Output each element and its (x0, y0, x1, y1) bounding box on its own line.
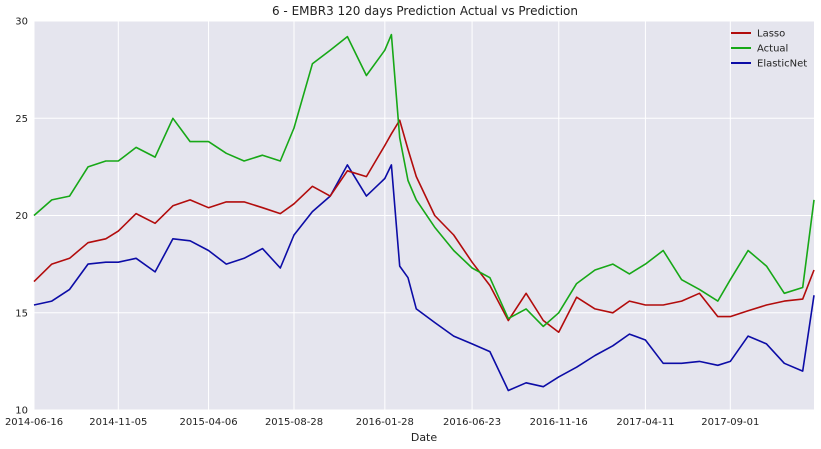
y-tick-label: 20 (15, 211, 28, 222)
legend-label-elasticnet: ElasticNet (757, 59, 807, 70)
x-tick-label: 2015-08-28 (265, 417, 323, 428)
x-tick-label: 2014-11-05 (89, 417, 147, 428)
x-tick-labels: 2014-06-16 2014-11-05 2015-04-06 2015-08-28… (5, 417, 759, 428)
x-tick-label: 2017-04-11 (616, 417, 674, 428)
y-tick-labels: 10 15 20 25 30 (15, 17, 28, 417)
x-tick-label: 2014-06-16 (5, 417, 63, 428)
series-line-elasticnet (33, 164, 815, 392)
y-gridlines (34, 20, 814, 411)
x-tick-label: 2016-11-16 (530, 417, 588, 428)
x-tick-label: 2016-06-23 (443, 417, 501, 428)
y-tick-label: 25 (15, 114, 28, 125)
y-tick-label: 15 (15, 308, 28, 319)
x-tick-label: 2017-09-01 (701, 417, 759, 428)
x-axis-title: Date (411, 431, 438, 444)
legend-label-lasso: Lasso (757, 29, 785, 40)
legend-label-actual: Actual (757, 44, 788, 55)
x-tick-label: 2016-01-28 (356, 417, 414, 428)
x-tick-label: 2015-04-06 (179, 417, 237, 428)
series-line-lasso (33, 119, 815, 334)
y-tick-label: 10 (15, 406, 28, 417)
series-lines (33, 33, 815, 392)
y-tick-label: 30 (15, 17, 28, 28)
chart-title: 6 - EMBR3 120 days Prediction Actual vs … (272, 4, 578, 18)
legend: Lasso Actual ElasticNet (731, 29, 807, 70)
series-line-actual (33, 33, 815, 328)
